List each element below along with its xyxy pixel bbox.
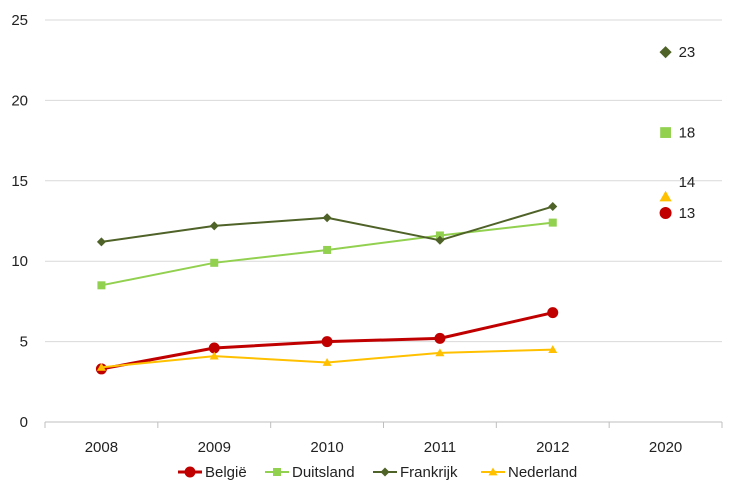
y-tick-label: 15 bbox=[11, 173, 28, 190]
x-axis-ticks: 2008 2009 2010 2011 2012 2020 bbox=[85, 439, 683, 456]
data-point-frankrijk bbox=[548, 202, 558, 212]
legend-label: Frankrijk bbox=[400, 464, 458, 481]
legend-label: Duitsland bbox=[292, 464, 355, 481]
x-tick-label: 2010 bbox=[310, 439, 343, 456]
series-nederland bbox=[96, 345, 558, 371]
series-frankrijk bbox=[96, 202, 558, 247]
x-tick-label: 2011 bbox=[424, 439, 456, 456]
legend-item-frankrijk: Frankrijk bbox=[373, 464, 458, 481]
target-point-frankrijk bbox=[659, 46, 672, 59]
legend-swatch-marker bbox=[184, 466, 196, 478]
legend-item-belgi: België bbox=[178, 464, 247, 481]
data-point-frankrijk bbox=[322, 213, 332, 223]
y-tick-label: 20 bbox=[11, 92, 28, 109]
data-point-frankrijk bbox=[435, 235, 445, 245]
x-tick-label: 2008 bbox=[85, 439, 118, 456]
y-tick-label: 5 bbox=[20, 334, 28, 351]
target-label-duitsland: 18 bbox=[679, 125, 696, 142]
data-point-duitsland bbox=[97, 281, 106, 290]
target-point-duitsland bbox=[660, 127, 671, 138]
data-point-belgi bbox=[434, 332, 446, 344]
data-point-duitsland bbox=[323, 245, 332, 254]
data-point-duitsland bbox=[435, 231, 444, 240]
legend-item-nederland: Nederland bbox=[481, 464, 577, 481]
data-point-belgi bbox=[208, 342, 220, 354]
series-duitsland bbox=[97, 218, 557, 290]
target-label-nederland: 14 bbox=[679, 174, 696, 191]
target-points: 13 18 23 14 bbox=[659, 44, 696, 222]
data-point-frankrijk bbox=[209, 221, 219, 231]
data-point-nederland bbox=[209, 351, 219, 360]
legend-label: België bbox=[205, 464, 247, 481]
series-belgi bbox=[95, 307, 559, 375]
x-tick-label: 2020 bbox=[649, 439, 682, 456]
target-label-belgi: 13 bbox=[679, 205, 696, 222]
y-axis-ticks: 0 5 10 15 20 25 bbox=[11, 12, 28, 431]
target-point-belgi bbox=[659, 206, 672, 219]
y-tick-label: 10 bbox=[11, 253, 28, 270]
legend-swatch-marker bbox=[488, 467, 498, 476]
series-group bbox=[95, 202, 559, 375]
data-point-nederland bbox=[435, 348, 445, 357]
legend-swatch-marker bbox=[380, 467, 390, 477]
y-tick-label: 0 bbox=[20, 414, 28, 431]
data-point-nederland bbox=[322, 358, 332, 366]
data-point-belgi bbox=[321, 336, 333, 348]
y-tick-label: 25 bbox=[11, 12, 28, 29]
legend: België Duitsland Frankrijk Nederland bbox=[178, 464, 577, 481]
legend-item-duitsland: Duitsland bbox=[265, 464, 355, 481]
target-point-nederland bbox=[659, 190, 672, 202]
legend-swatch-marker bbox=[273, 468, 281, 476]
gridlines bbox=[44, 19, 723, 428]
x-tick-label: 2012 bbox=[536, 439, 569, 456]
data-point-nederland bbox=[548, 345, 558, 354]
data-point-belgi bbox=[547, 307, 559, 319]
series-line-frankrijk bbox=[101, 205, 554, 243]
target-label-frankrijk: 23 bbox=[679, 44, 696, 61]
x-tick-label: 2009 bbox=[198, 439, 231, 456]
data-point-nederland bbox=[96, 362, 106, 371]
data-point-frankrijk bbox=[96, 237, 106, 247]
data-point-duitsland bbox=[548, 218, 557, 227]
legend-label: Nederland bbox=[508, 464, 577, 481]
data-point-duitsland bbox=[210, 258, 219, 267]
